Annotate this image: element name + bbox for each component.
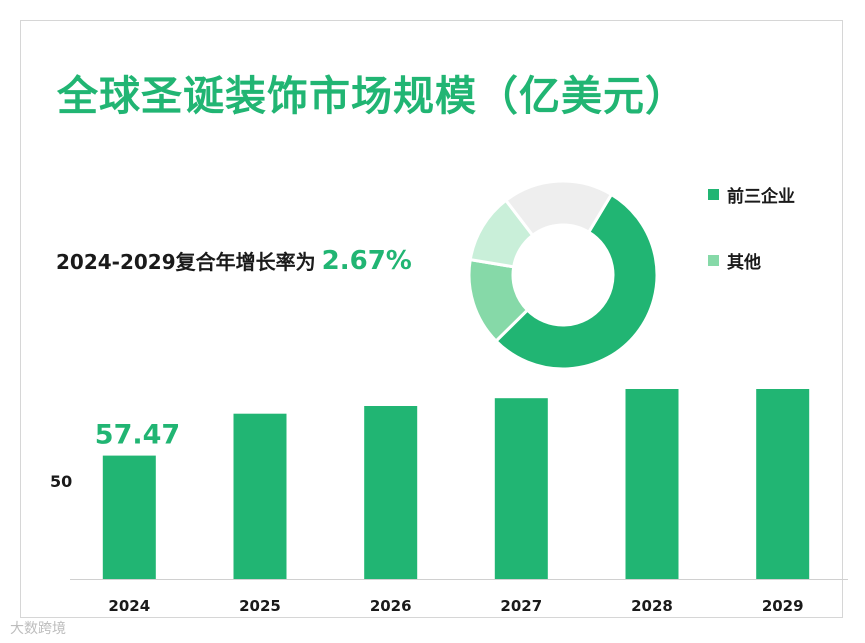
legend-label-others: 其他 [727,252,761,273]
donut-slice-4 [503,179,614,238]
donut-slice-1 [493,192,659,371]
chart-frame [20,20,843,618]
bar-2028 [625,389,679,579]
legend-swatch-others [708,254,719,266]
legend-item-top3: 前三企业 [708,182,795,207]
x-tick-label-2027: 2027 [500,597,542,615]
bar-2029 [756,389,810,579]
bar-series: 2024 57.47 2025 2026 2027 2028 2029 [70,389,848,615]
bar-2024 [102,455,156,579]
bar-2026 [364,406,418,579]
y-axis-tick-label: 50 [50,472,73,491]
donut-chart [467,179,659,371]
x-tick-label-2028: 2028 [631,597,673,615]
bar-2025 [233,413,287,579]
x-tick-label-2029: 2029 [762,597,804,615]
chart-title: 全球圣诞装饰市场规模（亿美元） [57,72,687,120]
cagr-label: 2024-2029复合年增长率为 [56,250,316,274]
legend-swatch-top3 [708,188,719,200]
bar-value-label-2024: 57.47 [95,420,180,451]
x-tick-label-2024: 2024 [108,597,150,615]
cagr-statement: 2024-2029复合年增长率为 2.67% [56,246,412,276]
legend-item-others: 其他 [708,248,795,273]
x-tick-label-2025: 2025 [239,597,281,615]
donut-legend: 前三企业 其他 [708,182,795,314]
watermark-text: 大数跨境 [10,621,66,637]
cagr-value: 2.67% [321,246,412,276]
x-tick-label-2026: 2026 [370,597,412,615]
legend-label-top3: 前三企业 [727,186,795,207]
bar-2027 [494,398,548,579]
